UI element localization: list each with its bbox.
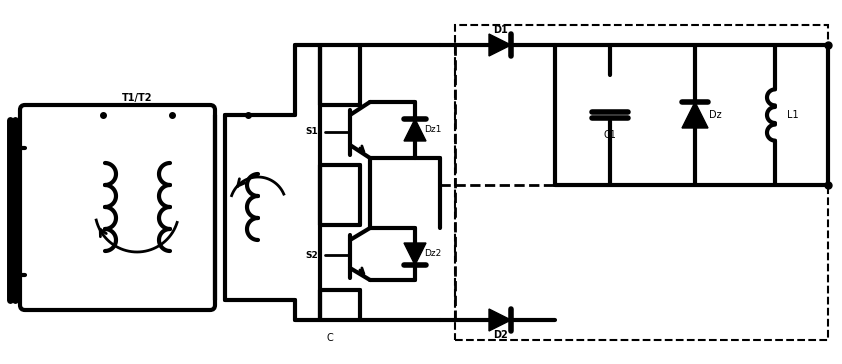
- Text: Dz2: Dz2: [424, 249, 441, 258]
- Text: Dz1: Dz1: [424, 126, 442, 135]
- Text: Dz: Dz: [709, 110, 722, 120]
- Polygon shape: [404, 119, 426, 141]
- Polygon shape: [404, 243, 426, 265]
- Bar: [455, 25, 828, 340]
- Text: C: C: [327, 333, 333, 343]
- Polygon shape: [682, 102, 708, 128]
- Text: S1: S1: [306, 127, 318, 136]
- Text: D2: D2: [493, 330, 508, 340]
- Text: T1/T2: T1/T2: [122, 93, 152, 103]
- Polygon shape: [489, 34, 511, 56]
- Text: D1: D1: [493, 25, 508, 35]
- Text: S2: S2: [306, 250, 318, 260]
- Polygon shape: [489, 309, 511, 331]
- Text: L1: L1: [787, 110, 799, 120]
- Text: C1: C1: [604, 130, 616, 140]
